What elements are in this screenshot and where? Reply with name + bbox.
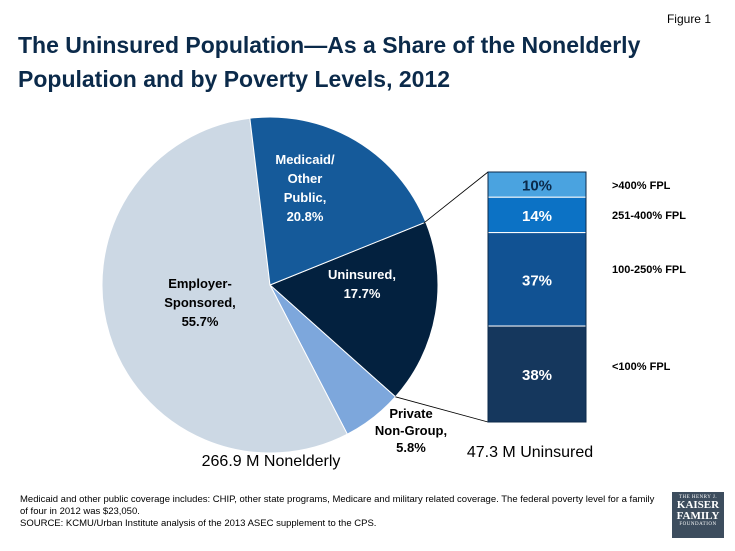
bar-segment-bar_lt100	[487, 325, 587, 423]
chart-captions: 266.9 M Nonelderly 47.3 M Uninsured	[202, 444, 594, 470]
bar-segment-bar_100_250	[487, 232, 587, 327]
connector-lines	[395, 171, 489, 423]
logo-line-2: KAISER	[676, 499, 720, 511]
pie-label-medicaid: Medicaid/Other Public, 20.8%	[275, 152, 335, 224]
bar-value-label-bar_gt400: 10%	[522, 178, 552, 195]
figure-label: Figure 1	[666, 12, 711, 26]
pie-label-employer: Employer-Sponsored, 55.7%	[164, 276, 236, 329]
pie-label-uninsured: Uninsured, 17.7%	[328, 267, 396, 301]
bar-value-label-bar_251_400: 14%	[522, 208, 552, 225]
chart-title: The Uninsured Population—As a Share of t…	[18, 32, 641, 92]
bar-outline	[487, 171, 587, 423]
pie-slice-medicaid	[249, 116, 427, 286]
kff-logo: THE HENRY J. KAISER FAMILY FOUNDATION	[672, 492, 724, 538]
bar-value-label-bar_100_250: 37%	[522, 272, 552, 289]
pie-caption: 266.9 M Nonelderly	[202, 453, 341, 470]
pie-chart	[101, 116, 439, 454]
bar-category-label-bar_251_400: 251-400% FPL	[612, 210, 686, 222]
logo-line-4: FOUNDATION	[679, 522, 717, 527]
connector-top	[423, 171, 489, 224]
bar-caption: 47.3 M Uninsured	[467, 444, 593, 461]
bar-category-label-bar_100_250: 100-250% FPL	[612, 264, 686, 276]
stacked-bar-chart: 10% >400% FPL 14% 251-400% FPL 37% 100-250% F…	[487, 171, 686, 423]
logo-line-3: FAMILY	[676, 510, 720, 522]
footnote: Medicaid and other public coverage inclu…	[20, 494, 660, 530]
bar-value-label-bar_lt100: 38%	[522, 367, 552, 384]
bar-category-label-bar_lt100: <100% FPL	[612, 361, 671, 373]
pie-labels: Uninsured, 17.7% Private Non-Group, 5.8% Empl…	[164, 152, 447, 455]
footnote-line-2: SOURCE: KCMU/Urban Institute analysis of…	[20, 518, 377, 529]
pie-label-private: Private Non-Group, 5.8%	[375, 406, 447, 455]
logo-line-1: THE HENRY J.	[678, 495, 718, 500]
pie-slice-employer	[101, 117, 348, 454]
footnote-line-1: Medicaid and other public coverage inclu…	[20, 494, 655, 517]
pie-slice-uninsured	[269, 221, 439, 398]
bar-category-label-bar_gt400: >400% FPL	[612, 180, 671, 192]
connector-bottom	[395, 396, 489, 423]
